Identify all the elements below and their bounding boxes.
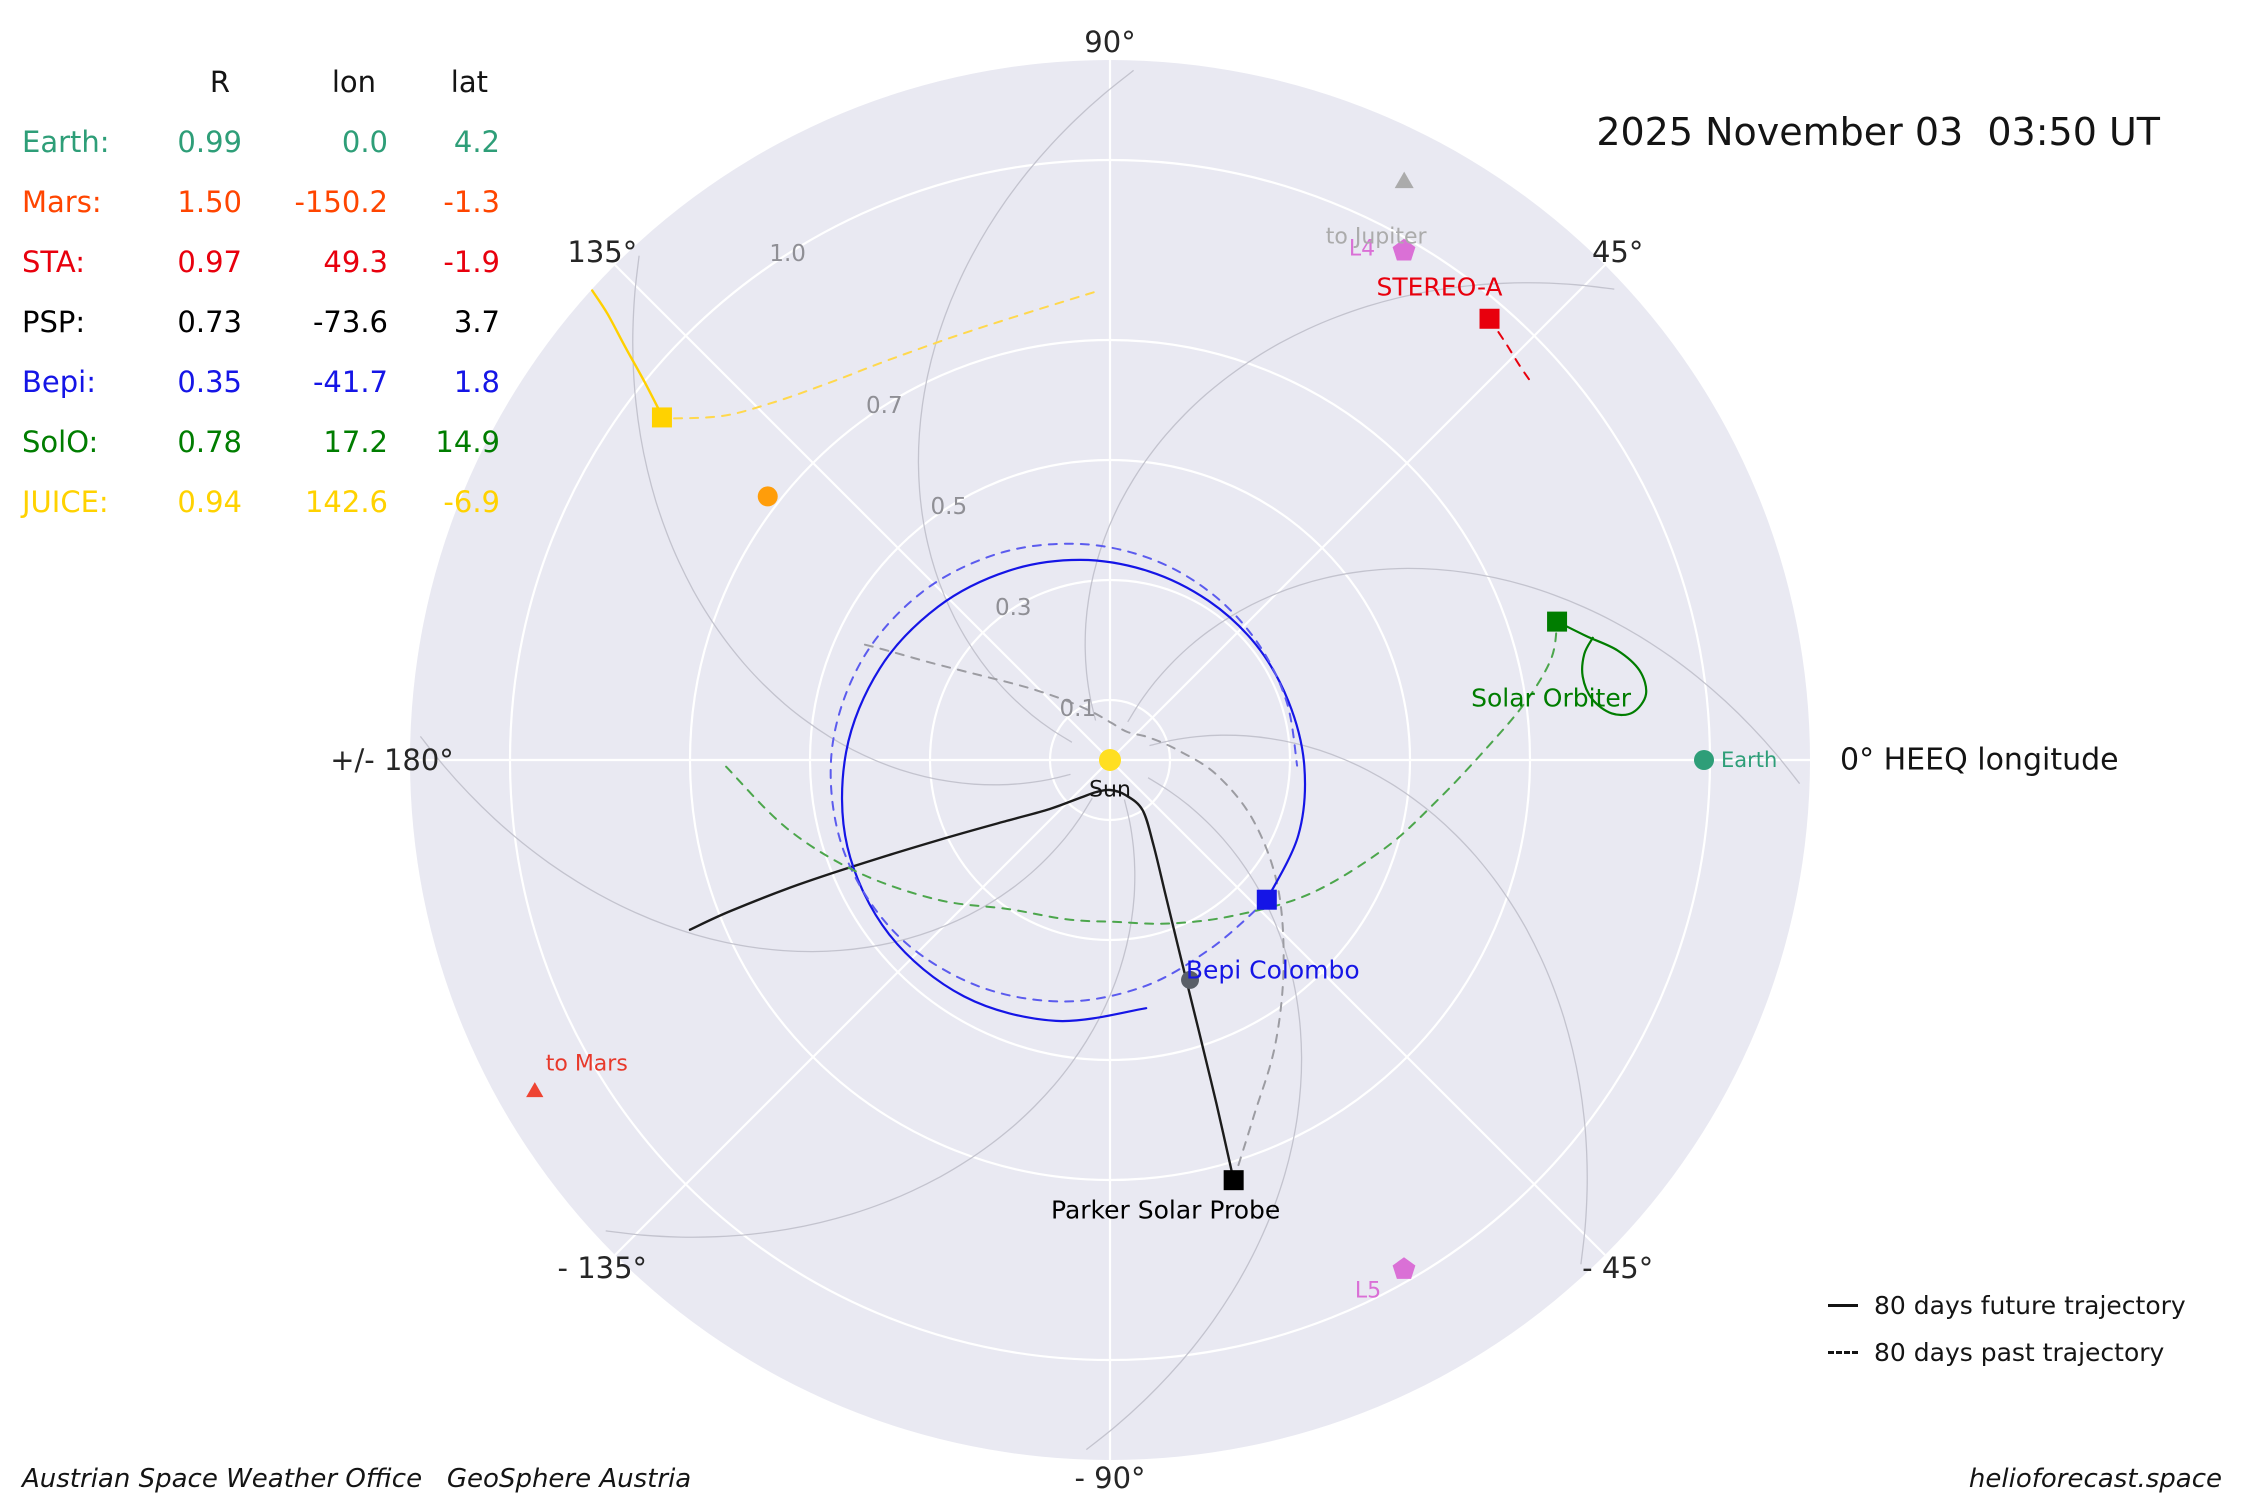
parker-spiral [1127, 567, 1801, 785]
table-row-name: Bepi: [22, 365, 96, 399]
table-cell-R: 1.50 [177, 185, 242, 219]
solo-future-trajectory [1556, 620, 1648, 717]
table-cell-lat: 4.2 [453, 125, 500, 159]
bepi-marker [1256, 889, 1277, 910]
table-cell-R: 0.94 [177, 485, 242, 519]
heeq-axis-label: 0° HEEQ longitude [1840, 742, 2119, 778]
parker-spiral [1149, 734, 1588, 1265]
solo-marker [1547, 611, 1568, 632]
table-corner [22, 52, 142, 112]
footer-attribution: Austrian Space Weather Office GeoSphere … [22, 1464, 692, 1494]
table-cell-lat: 3.7 [453, 305, 500, 339]
table-cell-lon: -150.2 [294, 185, 389, 219]
mercury-marker [1181, 970, 1200, 989]
parker-spiral [632, 255, 1071, 786]
table-row-name: Mars: [22, 185, 102, 219]
table-cell-lat: -1.9 [443, 245, 500, 279]
table-row-name: JUICE: [22, 485, 109, 519]
bepi-past-trajectory [829, 542, 1299, 1003]
footer-website: helioforecast.space [1968, 1464, 2222, 1494]
dashed-line-icon [1828, 1351, 1858, 1354]
table-cell-R: 0.73 [177, 305, 242, 339]
venus-marker [757, 486, 778, 507]
bepi-future-trajectory [840, 558, 1307, 1023]
parker-spiral [1084, 282, 1615, 721]
table-cell-lon: -73.6 [312, 305, 388, 339]
stereo-a-marker [1479, 308, 1500, 329]
grid-radial-line [1109, 759, 1606, 1256]
table-header-R: R [209, 65, 230, 99]
table-cell-lon: 0.0 [341, 125, 388, 159]
table-header-lon: lon [331, 65, 376, 99]
grid-radial-line [614, 264, 1111, 761]
l4-marker [1392, 238, 1416, 261]
parker-spiral [1085, 777, 1303, 1451]
table-row-name: PSP: [22, 305, 86, 339]
table-cell-lat: -1.3 [443, 185, 500, 219]
solid-line-icon [1828, 1304, 1858, 1307]
earth-marker [1694, 750, 1714, 770]
table-cell-R: 0.35 [177, 365, 242, 399]
table-row-name: Earth: [22, 125, 110, 159]
table-cell-R: 0.99 [177, 125, 242, 159]
solo-past-trajectory [725, 620, 1559, 925]
psp-marker [1223, 1170, 1244, 1191]
table-cell-R: 0.97 [177, 245, 242, 279]
juice-future-trajectory [591, 289, 665, 420]
table-header-lat: lat [450, 65, 488, 99]
parker-spiral [419, 735, 1093, 953]
table-row-name: STA: [22, 245, 85, 279]
table-cell-lat: 14.9 [435, 425, 500, 459]
legend-past-row: 80 days past trajectory [1828, 1329, 2186, 1376]
stereo-a-past-trajectory [1488, 317, 1535, 387]
mars-direction-marker [526, 1082, 544, 1098]
legend-future-label: 80 days future trajectory [1874, 1291, 2186, 1320]
table-cell-lat: -6.9 [443, 485, 500, 519]
timestamp-title: 2025 November 03 03:50 UT [1596, 110, 2160, 154]
table-cell-lon: 142.6 [304, 485, 388, 519]
table-cell-lon: 49.3 [323, 245, 388, 279]
jupiter-direction-marker [1394, 171, 1414, 189]
trajectory-legend: 80 days future trajectory 80 days past t… [1828, 1282, 2186, 1376]
legend-future-row: 80 days future trajectory [1828, 1282, 2186, 1329]
juice-marker [651, 407, 672, 428]
table-cell-lon: 17.2 [323, 425, 388, 459]
table-cell-lat: 1.8 [453, 365, 500, 399]
sun-marker [1099, 749, 1121, 771]
juice-past-trajectory [662, 291, 1095, 420]
table-row-name: SolO: [22, 425, 99, 459]
legend-past-label: 80 days past trajectory [1874, 1338, 2165, 1367]
grid-radial-line [1109, 264, 1606, 761]
table-cell-lon: -41.7 [312, 365, 388, 399]
psp-past-trajectory [858, 642, 1285, 1182]
table-cell-R: 0.78 [177, 425, 242, 459]
l5-marker [1392, 1257, 1416, 1279]
parker-spiral [605, 799, 1136, 1238]
parker-spiral [917, 69, 1135, 743]
grid-radial-line [614, 759, 1111, 1256]
